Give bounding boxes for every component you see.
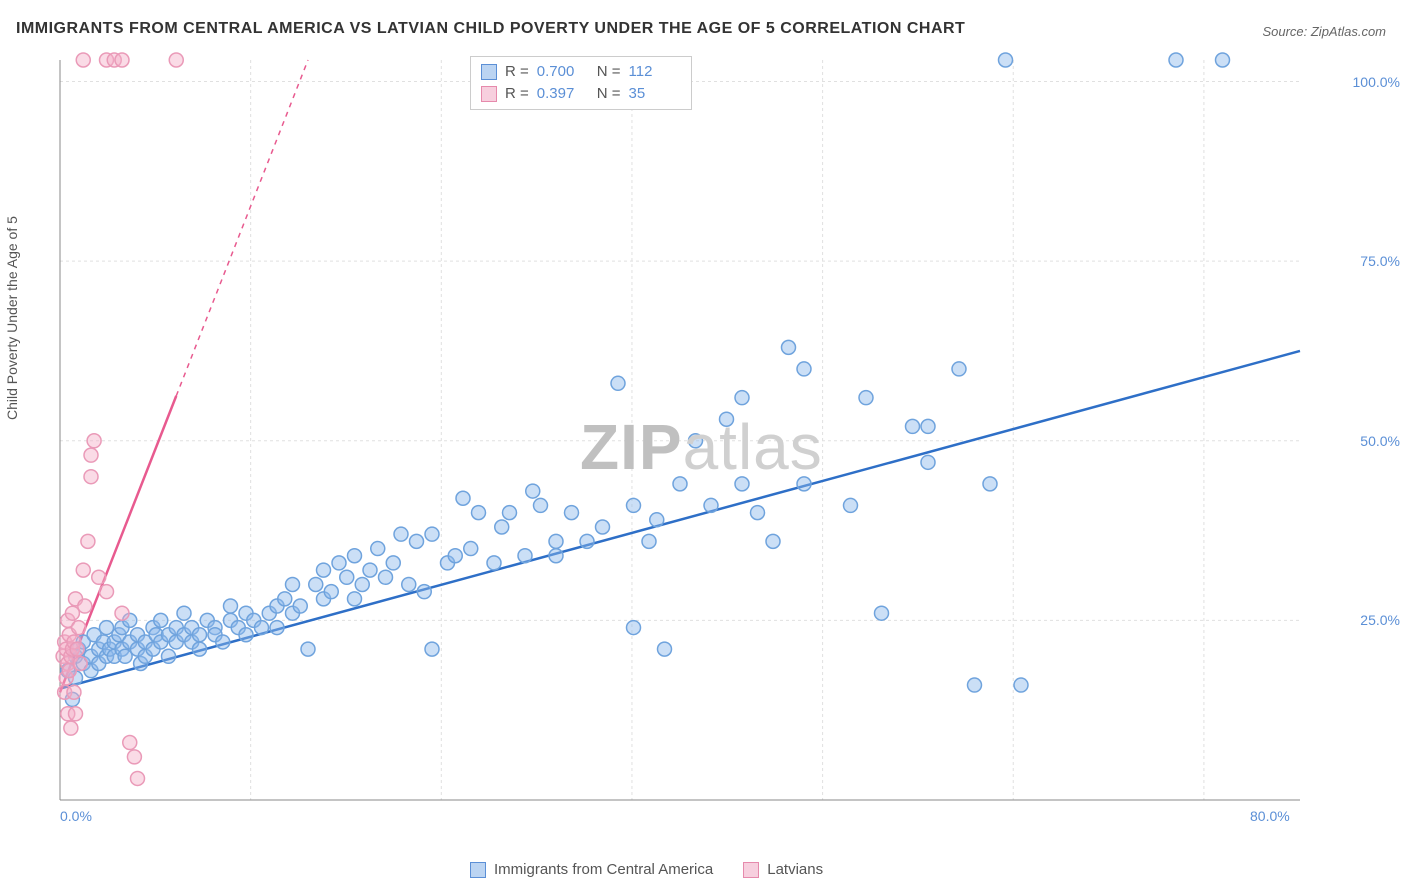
legend-swatch-blue bbox=[470, 862, 486, 878]
n-value-1: 112 bbox=[629, 61, 681, 83]
y-axis-label: Child Poverty Under the Age of 5 bbox=[4, 216, 20, 420]
y-tick-label: 50.0% bbox=[1360, 433, 1400, 449]
correlation-legend: R = 0.700 N = 112 R = 0.397 N = 35 bbox=[470, 56, 692, 110]
y-tick-label: 75.0% bbox=[1360, 253, 1400, 269]
n-label: N = bbox=[597, 83, 621, 105]
legend-swatch-blue bbox=[481, 64, 497, 80]
source-attribution: Source: ZipAtlas.com bbox=[1262, 24, 1386, 39]
x-tick-label: 0.0% bbox=[60, 808, 92, 824]
chart-title: IMMIGRANTS FROM CENTRAL AMERICA VS LATVI… bbox=[16, 20, 965, 38]
x-tick-label: 80.0% bbox=[1250, 808, 1290, 824]
legend-label-2: Latvians bbox=[767, 861, 823, 878]
r-label: R = bbox=[505, 83, 529, 105]
y-tick-label: 100.0% bbox=[1353, 74, 1400, 90]
legend-swatch-pink bbox=[743, 862, 759, 878]
r-value-2: 0.397 bbox=[537, 83, 589, 105]
y-tick-label: 25.0% bbox=[1360, 612, 1400, 628]
r-value-1: 0.700 bbox=[537, 61, 589, 83]
legend-swatch-pink bbox=[481, 86, 497, 102]
legend-label-1: Immigrants from Central America bbox=[494, 861, 713, 878]
n-label: N = bbox=[597, 61, 621, 83]
scatter-plot bbox=[50, 50, 1370, 830]
series-legend: Immigrants from Central America Latvians bbox=[470, 861, 823, 878]
n-value-2: 35 bbox=[629, 83, 681, 105]
r-label: R = bbox=[505, 61, 529, 83]
